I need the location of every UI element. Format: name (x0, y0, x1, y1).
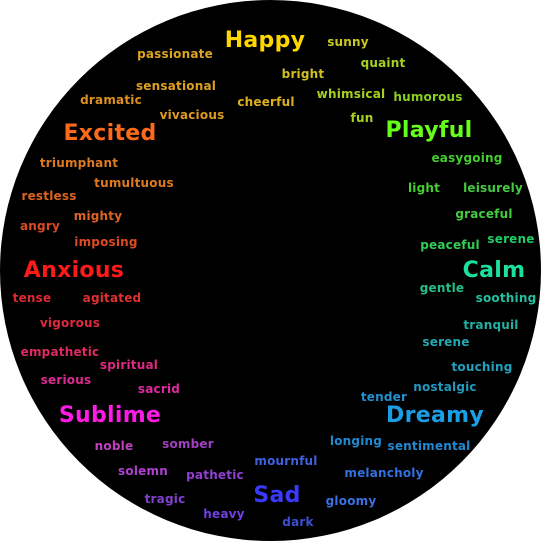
emotion-major-calm-27: Calm (462, 258, 526, 283)
emotion-word-noble-45: noble (94, 439, 134, 453)
emotion-word-longing-44: longing (329, 434, 383, 448)
emotion-word-pathetic-50: pathetic (186, 468, 244, 482)
emotion-word-angry-22: angry (20, 219, 60, 233)
emotion-word-graceful-21: graceful (455, 207, 513, 221)
emotion-word-nostalgic-39: nostalgic (413, 380, 477, 394)
emotion-word-tragic-53: tragic (144, 492, 186, 506)
emotion-word-dramatic-6: dramatic (80, 93, 142, 107)
emotion-word-touching-37: touching (451, 360, 513, 374)
emotion-word-tranquil-33: tranquil (463, 318, 519, 332)
emotion-major-playful-13: Playful (385, 118, 473, 143)
emotion-word-tender-41: tender (360, 390, 408, 404)
emotion-word-cheerful-9: cheerful (237, 95, 295, 109)
emotion-word-sunny-2: sunny (327, 35, 369, 49)
emotion-word-agitated-31: agitated (82, 291, 142, 305)
emotion-major-dreamy-43: Dreamy (386, 403, 484, 428)
emotion-major-anxious-26: Anxious (23, 258, 125, 283)
emotion-major-happy-0: Happy (224, 28, 306, 53)
emotion-word-dark-56: dark (282, 515, 314, 529)
emotion-word-fun-11: fun (350, 111, 374, 125)
emotion-word-humorous-8: humorous (393, 90, 463, 104)
emotion-word-tumultuous-16: tumultuous (94, 176, 174, 190)
emotion-word-gloomy-54: gloomy (325, 494, 377, 508)
emotion-word-imposing-23: imposing (74, 235, 138, 249)
emotion-word-easygoing-15: easygoing (431, 151, 503, 165)
emotion-word-mournful-48: mournful (254, 454, 318, 468)
emotion-word-sensational-4: sensational (135, 79, 217, 93)
emotion-word-sentimental-47: sentimental (387, 439, 471, 453)
emotion-word-mighty-20: mighty (73, 209, 123, 223)
emotion-major-sublime-42: Sublime (58, 403, 162, 428)
emotion-word-light-17: light (407, 181, 441, 195)
emotion-word-melancholy-51: melancholy (344, 466, 424, 480)
emotion-major-excited-12: Excited (63, 121, 157, 146)
emotion-word-bright-5: bright (281, 67, 325, 81)
emotion-word-vivacious-10: vivacious (159, 108, 225, 122)
emotion-word-spiritual-36: spiritual (99, 358, 159, 372)
emotion-major-sad-52: Sad (253, 483, 301, 508)
emotion-word-vigorous-32: vigorous (39, 316, 101, 330)
emotion-word-solemn-49: solemn (118, 464, 168, 478)
emotion-word-serious-38: serious (40, 373, 92, 387)
emotion-word-triumphant-14: triumphant (39, 156, 119, 170)
emotion-word-empathetic-35: empathetic (20, 345, 100, 359)
emotion-word-somber-46: somber (162, 437, 214, 451)
emotion-word-quaint-3: quaint (360, 56, 406, 70)
emotion-word-whimsical-7: whimsical (316, 87, 386, 101)
emotion-word-tense-30: tense (12, 291, 52, 305)
emotion-word-leisurely-18: leisurely (463, 181, 523, 195)
emotion-word-heavy-55: heavy (203, 507, 245, 521)
emotion-word-serene-34: serene (422, 335, 470, 349)
emotion-word-restless-19: restless (21, 189, 77, 203)
emotion-word-passionate-1: passionate (137, 47, 213, 61)
emotion-word-serene-24: serene (487, 232, 535, 246)
emotion-word-peaceful-25: peaceful (420, 238, 480, 252)
emotion-word-soothing-29: soothing (475, 291, 537, 305)
emotion-word-sacrid-40: sacrid (137, 382, 181, 396)
emotion-word-gentle-28: gentle (419, 281, 465, 295)
